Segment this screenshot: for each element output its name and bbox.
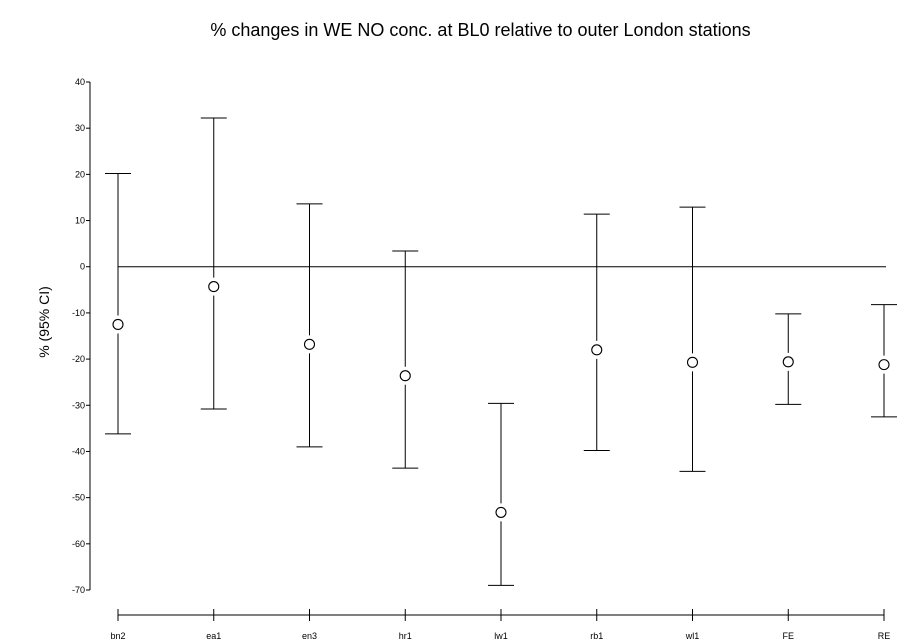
ci-marks bbox=[105, 118, 897, 585]
ci-group-hr1 bbox=[392, 251, 418, 468]
y-axis-label: % (95% CI) bbox=[36, 286, 52, 358]
x-tick-label: bn2 bbox=[110, 631, 125, 641]
ci-group-lw1 bbox=[488, 403, 514, 585]
x-tick-label: ea1 bbox=[206, 631, 221, 641]
ci-group-ea1 bbox=[201, 118, 227, 409]
point-estimate bbox=[879, 360, 889, 370]
x-tick-label: en3 bbox=[302, 631, 317, 641]
point-estimate bbox=[783, 357, 793, 367]
ci-group-FE bbox=[775, 314, 801, 405]
point-estimate bbox=[688, 357, 698, 367]
point-estimate bbox=[592, 345, 602, 355]
x-tick-label: FE bbox=[782, 631, 794, 641]
ci-group-bn2 bbox=[105, 173, 131, 433]
x-axis: bn2 ea1 en3 hr1 lw1 rb1 wl1 FE RE bbox=[110, 609, 890, 641]
y-tick-label: -50 bbox=[72, 493, 85, 503]
y-tick-label: -20 bbox=[72, 354, 85, 364]
ci-group-en3 bbox=[297, 204, 323, 447]
y-tick-label: 30 bbox=[75, 123, 85, 133]
x-tick-label: hr1 bbox=[399, 631, 412, 641]
ci-group-rb1 bbox=[584, 214, 610, 450]
x-tick-label: RE bbox=[878, 631, 891, 641]
y-tick-label: 0 bbox=[80, 262, 85, 272]
x-tick-label: wl1 bbox=[685, 631, 700, 641]
y-tick-label: -40 bbox=[72, 446, 85, 456]
ci-group-wl1 bbox=[680, 207, 706, 471]
y-tick-label: -60 bbox=[72, 539, 85, 549]
point-estimate bbox=[496, 507, 506, 517]
y-tick-label: -10 bbox=[72, 308, 85, 318]
ci-group-RE bbox=[871, 305, 897, 417]
x-tick-label: rb1 bbox=[590, 631, 603, 641]
y-tick-label: -30 bbox=[72, 400, 85, 410]
y-axis: 40 30 20 10 0 -10 -20 -30 -40 -50 -60 -70 bbox=[72, 77, 90, 595]
y-tick-label: 20 bbox=[75, 169, 85, 179]
y-tick-label: 40 bbox=[75, 77, 85, 87]
point-estimate bbox=[400, 371, 410, 381]
point-estimate bbox=[305, 339, 315, 349]
point-estimate bbox=[113, 319, 123, 329]
point-estimate bbox=[209, 282, 219, 292]
y-tick-label: -70 bbox=[72, 585, 85, 595]
x-tick-label: lw1 bbox=[494, 631, 508, 641]
y-tick-label: 10 bbox=[75, 216, 85, 226]
